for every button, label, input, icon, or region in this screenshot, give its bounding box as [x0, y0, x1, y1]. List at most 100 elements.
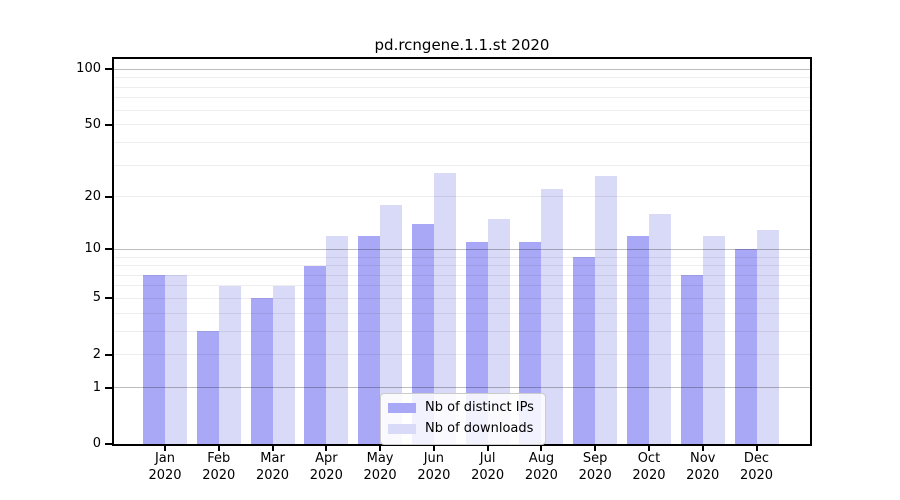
gridline-40 [114, 141, 810, 143]
x-tick-year: 2020 [202, 467, 236, 483]
x-tick-year: 2020 [524, 467, 558, 483]
x-tick-label-may: May 2020 [352, 451, 408, 484]
gridline-100 [114, 68, 810, 70]
x-tick-year: 2020 [417, 467, 451, 483]
y-tick-label-50: 50 [84, 116, 101, 132]
gridline-1 [114, 387, 810, 389]
legend: Nb of distinct IPs Nb of downloads [380, 393, 546, 445]
x-tick-month: May [366, 451, 394, 466]
x-tick-year: 2020 [686, 467, 720, 483]
y-tick-10 [105, 248, 112, 251]
grid-layer [114, 59, 810, 444]
y-tick-100 [105, 68, 112, 71]
legend-entry-distinct-ips: Nb of distinct IPs [388, 399, 536, 417]
legend-swatch-distinct-ips-icon [388, 403, 416, 413]
chart-title: pd.rcngene.1.1.st 2020 [374, 36, 550, 54]
x-tick-nov [701, 444, 704, 451]
x-tick-label-jun: Jun 2020 [406, 451, 462, 484]
bar-jan-distinct-ips [143, 275, 165, 444]
legend-label-distinct-ips: Nb of distinct IPs [425, 400, 534, 415]
gridline-2 [114, 354, 810, 356]
x-tick-jun [432, 444, 435, 451]
y-tick-label-10: 10 [84, 241, 101, 257]
x-tick-dec [755, 444, 758, 451]
bar-apr-distinct-ips [304, 265, 327, 444]
gridline-60 [114, 109, 810, 111]
legend-label-downloads: Nb of downloads [425, 421, 534, 436]
bar-dec-downloads [756, 229, 779, 444]
x-tick-year: 2020 [632, 467, 666, 483]
gridline-10 [114, 248, 810, 250]
y-tick-label-2: 2 [92, 346, 101, 362]
x-tick-label-oct: Oct 2020 [621, 451, 677, 484]
bar-jun-downloads [433, 173, 456, 444]
gridline-90 [114, 77, 810, 79]
x-tick-label-apr: Apr 2020 [298, 451, 354, 484]
y-tick-50 [105, 123, 112, 126]
y-tick-label-100: 100 [76, 61, 101, 77]
x-tick-label-dec: Dec 2020 [729, 451, 785, 484]
y-tick-20 [105, 195, 112, 198]
x-tick-label-sep: Sep 2020 [567, 451, 623, 484]
gridline-70 [114, 97, 810, 99]
x-tick-month: Dec [743, 451, 770, 466]
y-tick-5 [105, 297, 112, 300]
x-tick-month: Jul [479, 451, 496, 466]
x-tick-year: 2020 [255, 467, 290, 483]
y-tick-label-1: 1 [92, 379, 101, 395]
bar-mar-downloads [272, 285, 295, 444]
bar-apr-downloads [326, 235, 349, 444]
plot-area [112, 57, 812, 446]
x-tick-apr [325, 444, 328, 451]
gridline-4 [114, 312, 810, 314]
bar-mar-distinct-ips [250, 298, 273, 444]
bar-feb-downloads [218, 285, 241, 444]
bar-feb-distinct-ips [196, 331, 219, 444]
x-tick-year: 2020 [363, 467, 397, 483]
y-tick-label-0: 0 [92, 436, 101, 451]
x-tick-feb [217, 444, 220, 451]
gridline-7 [114, 274, 810, 276]
y-tick-label-20: 20 [84, 188, 101, 204]
x-tick-jul [486, 444, 489, 451]
x-tick-year: 2020 [148, 467, 182, 483]
y-tick-2 [105, 353, 112, 356]
x-tick-month: Nov [690, 451, 716, 466]
gridline-30 [114, 164, 810, 166]
bar-nov-distinct-ips [680, 275, 703, 444]
bar-dec-distinct-ips [734, 249, 757, 444]
bar-oct-downloads [648, 213, 671, 444]
x-tick-label-mar: Mar 2020 [245, 451, 301, 484]
gridline-80 [114, 86, 810, 88]
x-tick-jan [164, 444, 166, 451]
bar-nov-downloads [702, 235, 725, 444]
y-tick-label-5: 5 [92, 290, 101, 306]
x-tick-year: 2020 [739, 467, 774, 483]
x-tick-label-feb: Feb 2020 [191, 451, 247, 484]
bar-jul-downloads [487, 218, 510, 444]
x-tick-month: Feb [207, 451, 231, 466]
x-tick-oct [647, 444, 650, 451]
x-tick-year: 2020 [578, 467, 612, 483]
x-tick-month: Oct [637, 451, 661, 466]
x-tick-month: Apr [315, 451, 338, 466]
gridline-20 [114, 196, 810, 198]
gridline-8 [114, 265, 810, 267]
gridline-9 [114, 256, 810, 258]
gridline-50 [114, 124, 810, 126]
x-tick-month: Jun [423, 451, 445, 466]
x-tick-may [379, 444, 382, 451]
gridline-6 [114, 285, 810, 287]
x-tick-year: 2020 [309, 467, 343, 483]
bar-sep-distinct-ips [573, 257, 596, 444]
x-tick-month: Sep [582, 451, 608, 466]
bar-jun-distinct-ips [411, 224, 434, 444]
gridline-5 [114, 297, 810, 299]
x-tick-label-aug: Aug 2020 [513, 451, 569, 484]
x-tick-month: Aug [528, 451, 555, 466]
bar-jan-downloads [165, 275, 187, 444]
bar-may-distinct-ips [358, 235, 381, 444]
y-tick-1 [105, 386, 112, 389]
legend-entry-downloads: Nb of downloads [388, 420, 536, 438]
